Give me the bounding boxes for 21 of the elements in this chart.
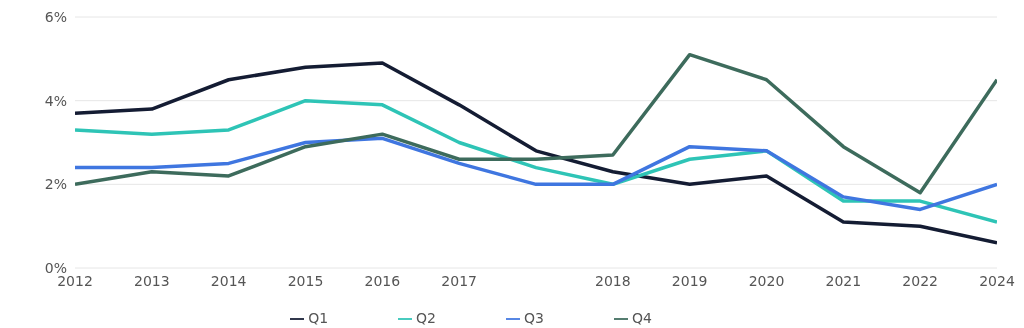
- x-tick-label: 2014: [210, 272, 247, 289]
- x-tick-label: 2021: [825, 272, 862, 289]
- x-tick-label: 2022: [902, 272, 938, 289]
- x-tick-label: 2017: [441, 272, 477, 289]
- y-tick-label: 2%: [44, 176, 67, 193]
- line-series: [75, 61, 997, 245]
- line-series: [75, 52, 997, 195]
- x-tick-label: 2013: [134, 272, 170, 289]
- legend-label: Q3: [524, 310, 544, 326]
- x-tick-label: 2015: [287, 272, 324, 289]
- x-tick-label: 2018: [595, 272, 631, 289]
- y-tick-label: 6%: [44, 8, 67, 25]
- legend-label: Q4: [631, 310, 652, 326]
- x-tick-label: 2016: [364, 272, 401, 289]
- legend-label: Q2: [416, 310, 436, 326]
- legend-label: Q1: [308, 310, 329, 326]
- x-tick-label: 2019: [671, 272, 708, 289]
- x-tick-label: 2020: [748, 272, 785, 289]
- y-tick-label: 4%: [44, 92, 67, 109]
- line-series: [75, 136, 997, 212]
- x-tick-label: 2024: [979, 272, 1015, 289]
